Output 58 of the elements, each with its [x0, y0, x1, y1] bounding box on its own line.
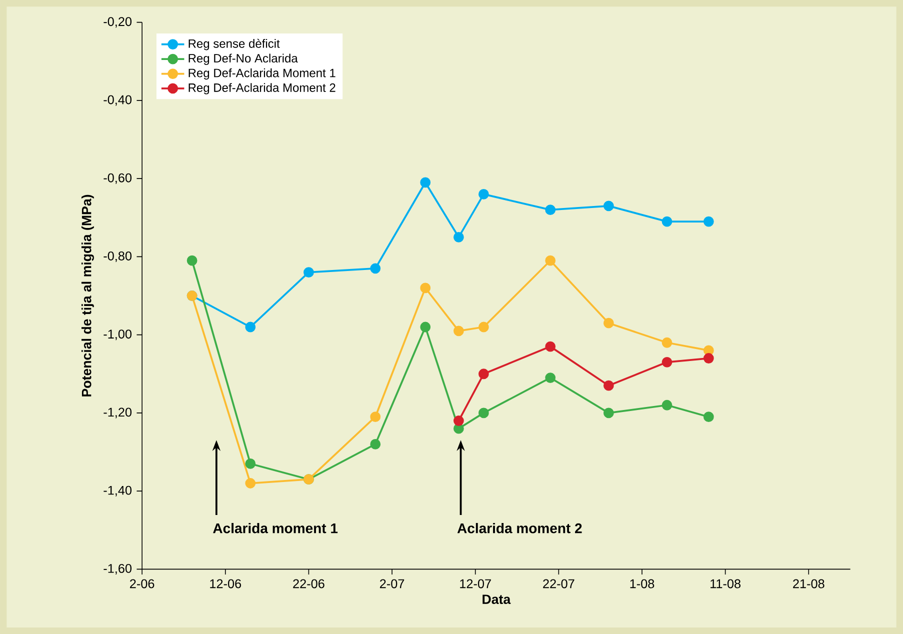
point — [370, 263, 381, 274]
y-tick-label: -1,20 — [104, 408, 132, 418]
y-tick-label: -1,60 — [104, 564, 132, 574]
point — [545, 255, 556, 266]
y-tick-label: -0,80 — [104, 251, 132, 262]
legend-label: Reg sense dèficit — [188, 38, 280, 50]
y-tick-label: -0,20 — [104, 16, 132, 28]
legend-label: Reg Def-No Aclarida — [188, 54, 298, 65]
annotation: Aclarida moment 2 — [457, 522, 582, 534]
point — [703, 412, 714, 422]
point — [370, 438, 381, 450]
x-tick-label: 21-08 — [793, 579, 824, 588]
point — [304, 267, 314, 278]
point — [478, 322, 489, 332]
point — [245, 322, 256, 332]
y-tick-label: -0,60 — [104, 173, 132, 184]
point — [245, 458, 256, 469]
x-tick-label: 12-06 — [210, 579, 242, 588]
annotation: Aclarida moment 1 — [213, 522, 338, 534]
legend-label: Reg Def-Aclarida Moment 2 — [188, 83, 336, 94]
point — [370, 412, 381, 422]
point — [703, 216, 714, 227]
x-tick-label: 11-08 — [710, 579, 741, 588]
point — [703, 352, 714, 364]
point — [662, 356, 672, 368]
y-tick-label: -1,00 — [104, 329, 132, 340]
x-tick-label: 22-07 — [543, 579, 574, 588]
x-tick-label: 12-07 — [460, 579, 491, 588]
x-tick-label: 2-06 — [130, 579, 154, 588]
point — [453, 415, 464, 426]
x-axis-title: Data — [482, 594, 511, 604]
point — [478, 408, 489, 418]
x-tick-label: 1-08 — [630, 579, 654, 588]
point — [545, 372, 556, 383]
legend-label: Reg Def-Aclarida Moment 1 — [188, 68, 336, 80]
point — [420, 322, 431, 332]
point — [453, 326, 464, 336]
point — [420, 282, 431, 294]
point — [453, 232, 464, 242]
point — [420, 177, 431, 188]
point — [603, 318, 614, 328]
point — [603, 200, 614, 212]
point — [603, 408, 614, 418]
y-axis-title: Potencial de tija al migdia (MPa) — [81, 194, 94, 396]
point — [603, 380, 614, 391]
point — [545, 204, 556, 215]
point — [478, 188, 489, 200]
x-tick-label: 22-06 — [293, 579, 324, 588]
x-tick-label: 2-07 — [380, 579, 404, 588]
y-tick-label: -1,40 — [104, 486, 132, 496]
point — [662, 216, 672, 227]
point — [662, 337, 672, 348]
point — [545, 341, 556, 352]
point — [186, 255, 198, 266]
point — [245, 478, 256, 488]
y-tick-label: -0,40 — [104, 95, 132, 106]
point — [662, 400, 672, 410]
point — [478, 368, 489, 379]
